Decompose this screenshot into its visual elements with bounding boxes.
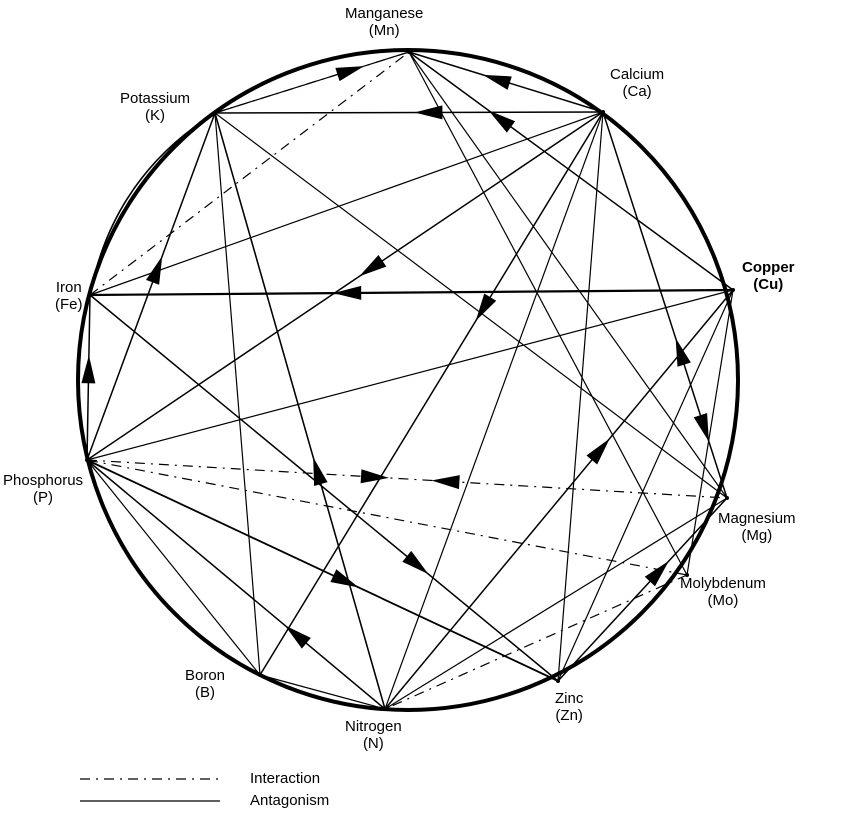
node-label-zn: Zinc(Zn) — [555, 690, 583, 725]
node-label-p: Phosphorus(P) — [3, 472, 83, 507]
node-label-b: Boron(B) — [185, 667, 225, 702]
node-symbol: (Mg) — [718, 527, 796, 544]
node-symbol: (Cu) — [742, 276, 795, 293]
node-name: Magnesium — [718, 510, 796, 527]
legend-line-dashdot — [80, 774, 220, 784]
node-name: Iron — [55, 279, 83, 296]
node-label-cu: Copper(Cu) — [742, 259, 795, 294]
node-symbol: (N) — [345, 735, 402, 752]
node-label-k: Potassium(K) — [120, 90, 190, 125]
legend-row-antagonism: Antagonism — [80, 792, 329, 809]
node-label-fe: Iron(Fe) — [55, 279, 83, 314]
node-name: Phosphorus — [3, 472, 83, 489]
legend-line-solid — [80, 796, 220, 806]
node-symbol: (Ca) — [610, 83, 664, 100]
node-name: Zinc — [555, 690, 583, 707]
node-name: Manganese — [345, 5, 423, 22]
node-label-ca: Calcium(Ca) — [610, 66, 664, 101]
node-name: Molybdenum — [680, 575, 766, 592]
node-symbol: (P) — [3, 489, 83, 506]
legend-label: Interaction — [250, 770, 320, 787]
node-label-n: Nitrogen(N) — [345, 718, 402, 753]
node-symbol: (B) — [185, 684, 225, 701]
node-label-mn: Manganese(Mn) — [345, 5, 423, 40]
node-symbol: (Mo) — [680, 592, 766, 609]
node-name: Calcium — [610, 66, 664, 83]
node-name: Copper — [742, 259, 795, 276]
node-name: Potassium — [120, 90, 190, 107]
node-symbol: (Zn) — [555, 707, 583, 724]
node-name: Boron — [185, 667, 225, 684]
node-symbol: (Fe) — [55, 296, 83, 313]
legend-label: Antagonism — [250, 792, 329, 809]
node-symbol: (Mn) — [345, 22, 423, 39]
node-label-mo: Molybdenum(Mo) — [680, 575, 766, 610]
node-label-mg: Magnesium(Mg) — [718, 510, 796, 545]
legend-row-interaction: Interaction — [80, 770, 320, 787]
node-symbol: (K) — [120, 107, 190, 124]
node-name: Nitrogen — [345, 718, 402, 735]
